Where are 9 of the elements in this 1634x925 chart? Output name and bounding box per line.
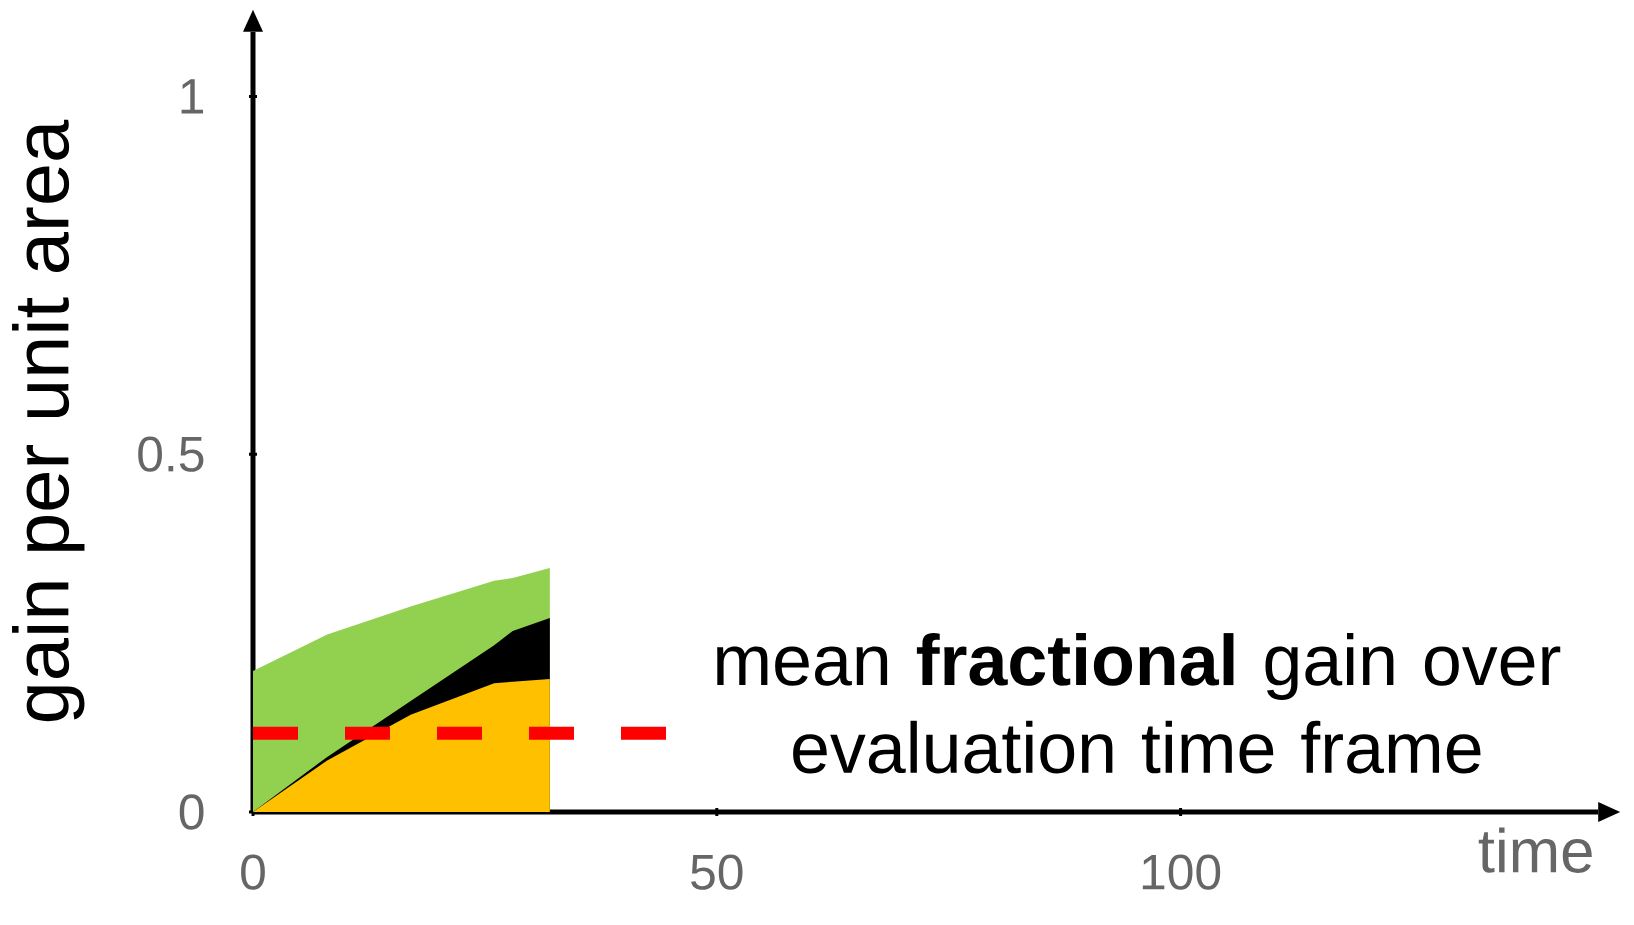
x-tick-label: 100	[1142, 854, 1221, 890]
x-tick-label: 50	[691, 854, 743, 890]
y-axis-title: gain per unit area	[12, 119, 85, 722]
x-tick-label: 0	[241, 854, 265, 890]
x-axis-title: time	[1478, 827, 1592, 873]
y-tick-label: 0	[179, 794, 204, 830]
ref-line-label: mean fractional gain over evaluation time frame	[717, 633, 1561, 774]
y-tick-label: 0.5	[138, 436, 204, 472]
y-tick-label: 1	[181, 79, 204, 114]
